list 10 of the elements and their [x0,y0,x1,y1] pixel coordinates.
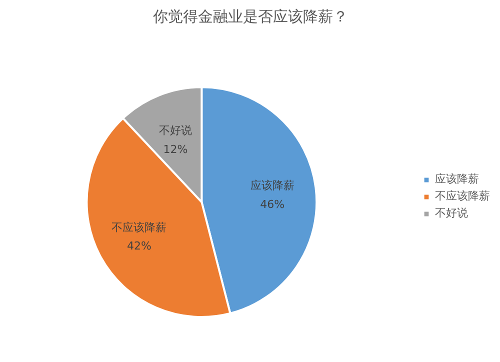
data-label: 42% [126,240,152,253]
chart-title: 你觉得金融业是否应该降薪？ [152,8,348,26]
slice-label: 不应该降薪 [112,220,167,234]
slice-label: 不好说 [158,124,192,137]
legend-label: 不应该降薪 [435,188,490,204]
data-label: 46% [260,198,285,211]
legend-label: 不好说 [435,206,468,220]
data-label: 12% [163,142,188,156]
slice-label: 应该降薪 [250,179,294,192]
legend-label: 应该降薪 [435,172,479,186]
